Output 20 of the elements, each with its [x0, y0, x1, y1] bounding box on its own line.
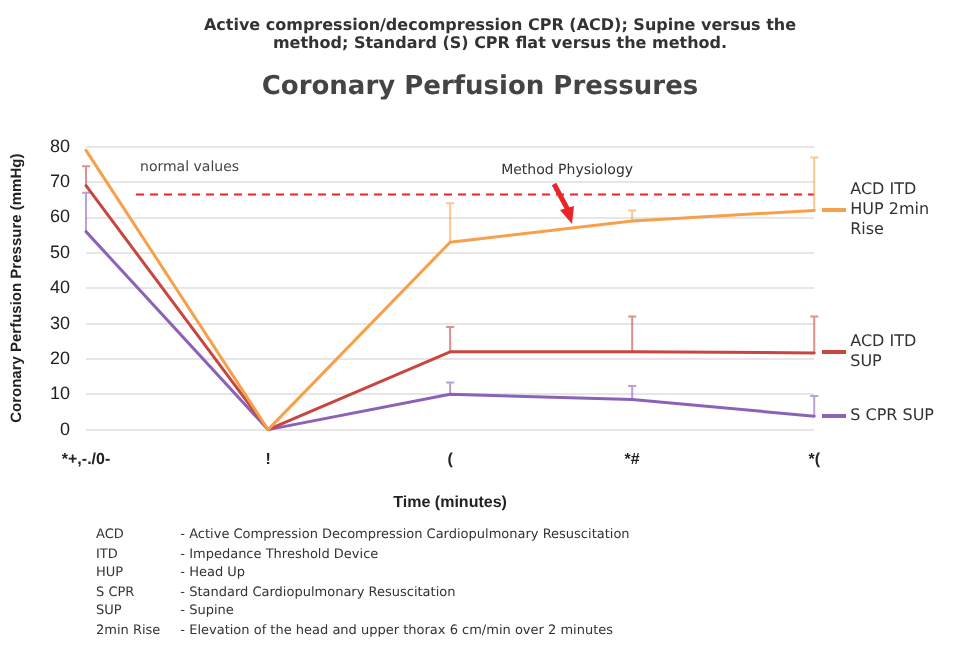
y-tick-label: 0 — [59, 418, 71, 439]
x-tick-label: *# — [624, 449, 641, 468]
legend-label: ACD ITD SUP — [850, 332, 919, 373]
x-tick-label: *( — [808, 449, 821, 468]
x-axis-title: Time (minutes) — [393, 492, 508, 511]
y-tick-label: 10 — [49, 383, 71, 404]
y-tick-label: 80 — [49, 135, 71, 156]
y-tick-label: 40 — [49, 277, 71, 298]
chart-title: Coronary Perfusion Pressures — [259, 72, 701, 102]
y-tick-label: 60 — [49, 206, 71, 227]
x-tick-label: ( — [447, 449, 454, 468]
x-tick-label: ! — [265, 449, 271, 468]
x-tick-label: *+,-./0- — [61, 449, 111, 468]
y-tick-label: 50 — [49, 241, 71, 262]
y-tick-label: 20 — [49, 347, 71, 368]
y-tick-label: 70 — [49, 171, 71, 192]
legend-label: ACD ITD HUP 2min Rise — [850, 180, 932, 241]
chart-subtitle: Active compression/decompression CPR (ACD); Supine versus the method; Standard (S) CPR flat versus the method. — [201, 16, 799, 52]
legend-label: S CPR SUP — [850, 406, 936, 427]
y-tick-label: 30 — [49, 312, 71, 333]
